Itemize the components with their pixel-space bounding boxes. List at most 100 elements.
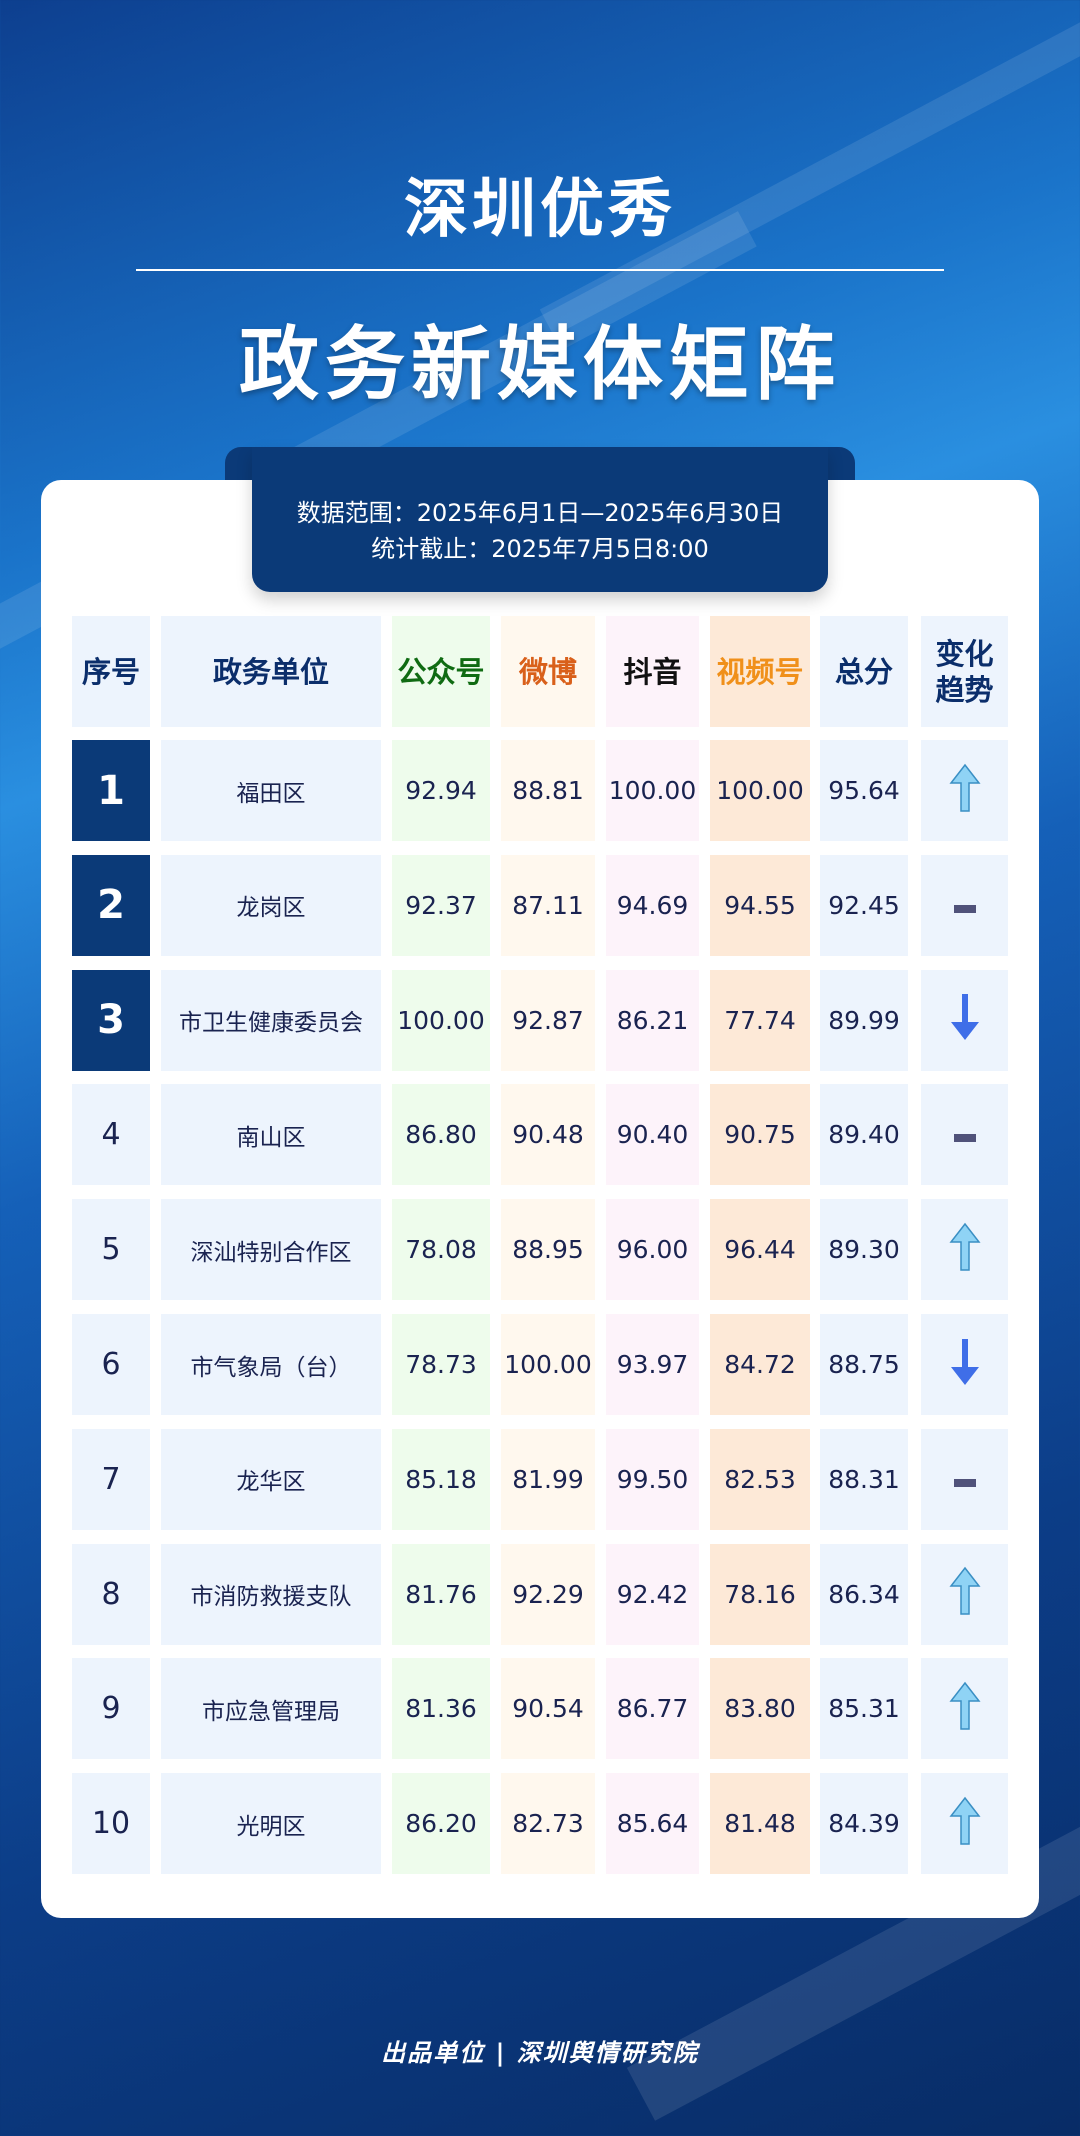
cell-total: 86.34 xyxy=(820,1543,908,1645)
cell-trend xyxy=(921,1773,1008,1875)
arrow-down-icon xyxy=(948,1337,982,1393)
cell-trend xyxy=(921,1543,1008,1645)
cell-wechat: 85.18 xyxy=(392,1428,490,1530)
cell-weibo: 88.95 xyxy=(501,1199,595,1301)
dash-icon xyxy=(953,891,976,920)
cell-total: 95.64 xyxy=(820,740,908,841)
header-label: 政务单位 xyxy=(212,654,329,689)
rank-value: 1 xyxy=(97,767,125,814)
cell-unit: 市气象局（台） xyxy=(161,1314,381,1415)
header-douyin: 抖音 xyxy=(606,616,699,727)
total-value: 89.30 xyxy=(828,1235,900,1265)
cell-rank: 1 xyxy=(72,740,150,841)
cell-channels: 82.53 xyxy=(710,1428,810,1530)
douyin-value: 92.42 xyxy=(616,1579,689,1609)
cell-trend xyxy=(921,1199,1008,1301)
cell-rank: 4 xyxy=(72,1084,150,1186)
cell-trend xyxy=(921,740,1008,841)
title-divider xyxy=(136,269,944,271)
cell-trend xyxy=(921,1428,1008,1530)
cell-channels: 94.55 xyxy=(710,854,810,956)
header-label: 序号 xyxy=(81,654,140,689)
cell-wechat: 86.80 xyxy=(392,1084,490,1186)
channels-value: 81.48 xyxy=(724,1809,796,1839)
rank-value: 9 xyxy=(101,1691,121,1727)
wechat-value: 81.76 xyxy=(405,1579,477,1609)
cell-unit: 市消防救援支队 xyxy=(161,1543,381,1645)
data-range: 数据范围：2025年6月1日—2025年6月30日 xyxy=(296,499,784,527)
unit-value: 南山区 xyxy=(236,1124,306,1151)
douyin-value: 90.40 xyxy=(616,1120,689,1150)
cell-wechat: 81.76 xyxy=(392,1543,490,1645)
cell-douyin: 100.00 xyxy=(606,740,699,841)
weibo-value: 90.48 xyxy=(512,1120,584,1150)
arrow-up-icon xyxy=(948,1566,982,1622)
dash-icon xyxy=(953,1120,976,1149)
unit-value: 市应急管理局 xyxy=(202,1698,340,1725)
cell-weibo: 82.73 xyxy=(501,1773,595,1875)
cell-weibo: 88.81 xyxy=(501,740,595,841)
total-value: 88.75 xyxy=(828,1350,900,1379)
unit-value: 市气象局（台） xyxy=(190,1354,352,1381)
header-label: 微博 xyxy=(518,654,577,689)
total-value: 89.99 xyxy=(828,1005,900,1035)
channels-value: 90.75 xyxy=(724,1120,796,1150)
cell-rank: 10 xyxy=(72,1773,150,1875)
rank-value: 3 xyxy=(97,997,125,1044)
rank-value: 5 xyxy=(101,1232,121,1268)
cell-douyin: 86.21 xyxy=(606,969,699,1071)
title-line-1: 深圳优秀 xyxy=(404,173,676,247)
rank-value: 7 xyxy=(101,1461,121,1497)
rank-value: 6 xyxy=(101,1347,121,1382)
weibo-value: 88.95 xyxy=(512,1235,584,1265)
cell-total: 85.31 xyxy=(820,1658,908,1760)
wechat-value: 78.08 xyxy=(405,1235,477,1265)
cell-total: 88.31 xyxy=(820,1428,908,1530)
cell-douyin: 90.40 xyxy=(606,1084,699,1186)
cell-unit: 市卫生健康委员会 xyxy=(161,969,381,1071)
cell-rank: 5 xyxy=(72,1199,150,1301)
weibo-value: 82.73 xyxy=(512,1809,584,1839)
cell-unit: 南山区 xyxy=(161,1084,381,1186)
cell-weibo: 100.00 xyxy=(501,1314,595,1415)
total-value: 86.34 xyxy=(828,1579,900,1609)
cell-weibo: 81.99 xyxy=(501,1428,595,1530)
rank-value: 4 xyxy=(101,1117,121,1153)
cell-unit: 市应急管理局 xyxy=(161,1658,381,1760)
wechat-value: 92.94 xyxy=(405,776,477,805)
unit-value: 龙岗区 xyxy=(236,895,306,922)
header-rank: 序号 xyxy=(72,616,150,727)
header-trend: 变化趋势 xyxy=(921,616,1008,727)
cell-total: 89.99 xyxy=(820,969,908,1071)
cell-weibo: 87.11 xyxy=(501,854,595,956)
cell-channels: 90.75 xyxy=(710,1084,810,1186)
weibo-value: 92.29 xyxy=(512,1579,584,1609)
cell-unit: 光明区 xyxy=(161,1773,381,1875)
arrow-up-icon xyxy=(948,763,982,819)
header-channels: 视频号 xyxy=(710,616,810,727)
douyin-value: 85.64 xyxy=(616,1809,689,1839)
rank-value: 8 xyxy=(101,1576,121,1612)
cell-douyin: 99.50 xyxy=(606,1428,699,1530)
cell-channels: 81.48 xyxy=(710,1773,810,1875)
cell-wechat: 92.37 xyxy=(392,854,490,956)
cell-douyin: 93.97 xyxy=(606,1314,699,1415)
rank-value: 2 xyxy=(97,882,125,929)
cell-rank: 8 xyxy=(72,1543,150,1645)
cell-rank: 6 xyxy=(72,1314,150,1415)
rank-value: 10 xyxy=(91,1806,131,1842)
total-value: 92.45 xyxy=(828,890,900,920)
channels-value: 83.80 xyxy=(724,1694,796,1724)
cell-channels: 83.80 xyxy=(710,1658,810,1760)
cell-channels: 77.74 xyxy=(710,969,810,1071)
header-label: 抖音 xyxy=(623,654,682,689)
cell-total: 84.39 xyxy=(820,1773,908,1875)
channels-value: 96.44 xyxy=(724,1235,796,1265)
cell-total: 88.75 xyxy=(820,1314,908,1415)
cell-wechat: 86.20 xyxy=(392,1773,490,1875)
cell-trend xyxy=(921,1314,1008,1415)
channels-value: 78.16 xyxy=(724,1579,796,1609)
cell-douyin: 96.00 xyxy=(606,1199,699,1301)
unit-value: 龙华区 xyxy=(236,1469,306,1496)
cell-channels: 96.44 xyxy=(710,1199,810,1301)
